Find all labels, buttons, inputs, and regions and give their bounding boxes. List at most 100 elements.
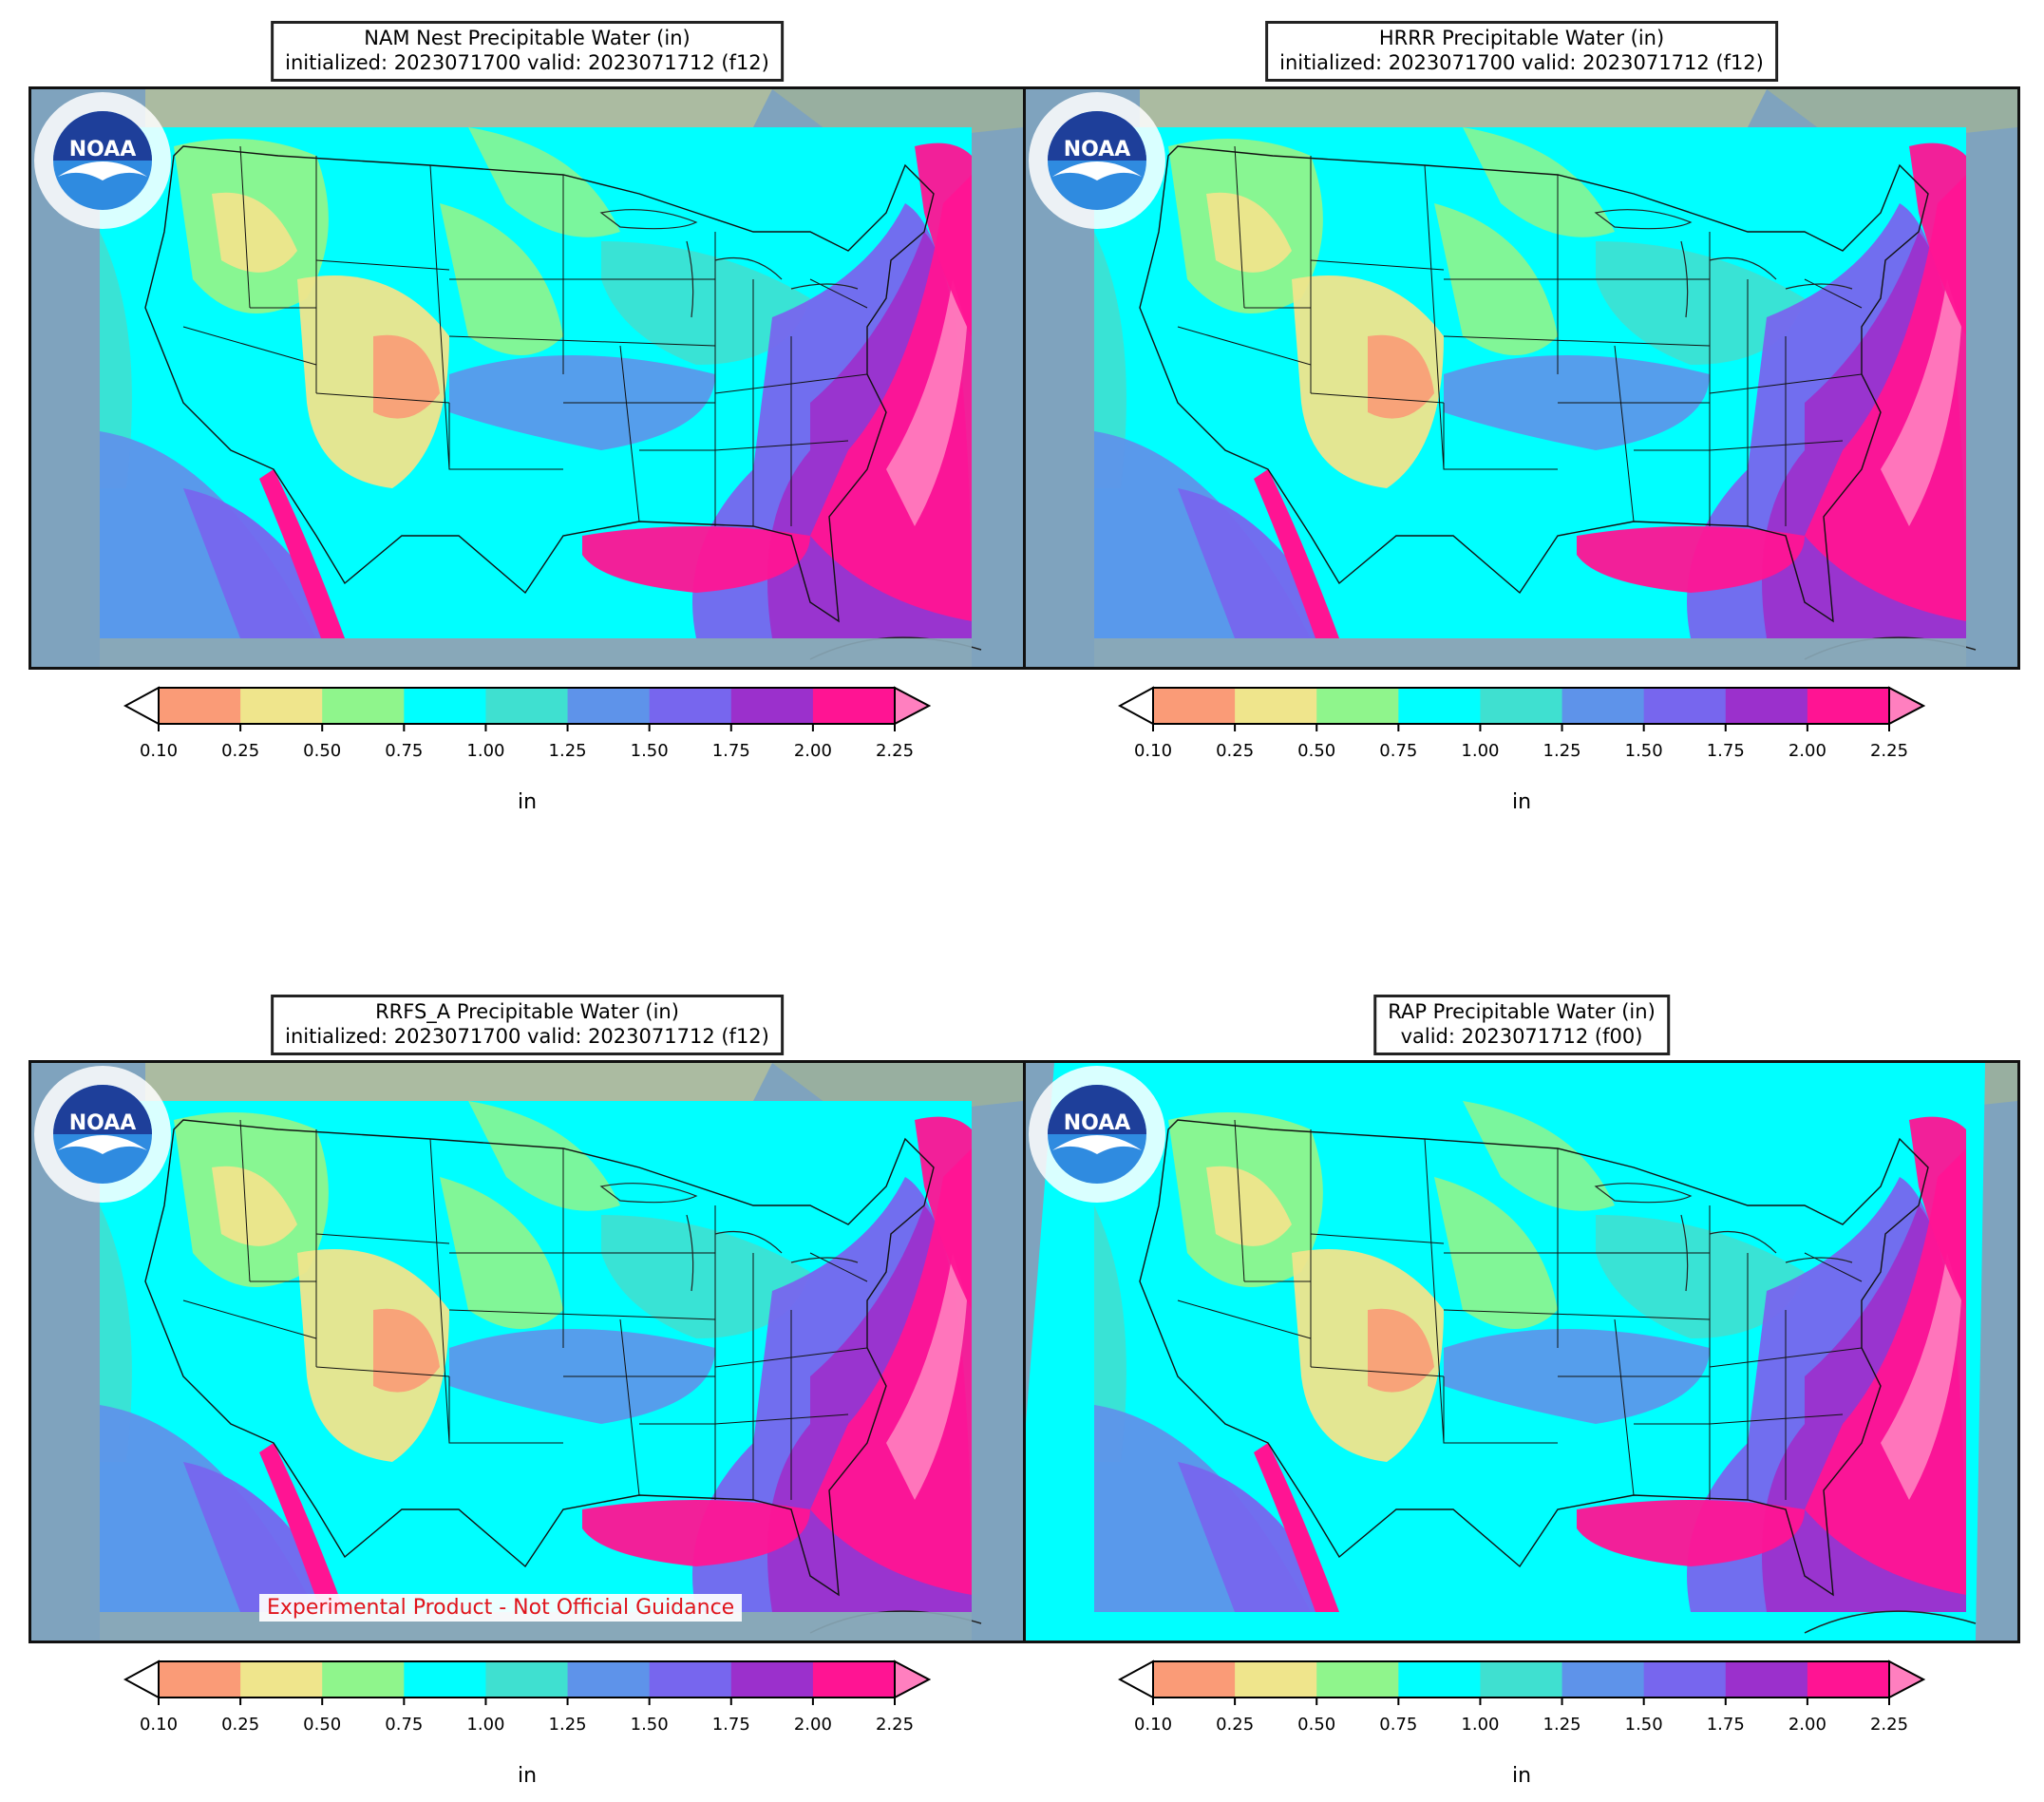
colorbar-tick-label: 0.50 [1297,1715,1335,1735]
noaa-logo-icon: NOAA [1029,1066,1165,1203]
colorbar-segment [485,1661,569,1698]
colorbar-segment [1398,688,1481,724]
colorbar-segment [730,688,814,724]
colorbar-segment [1480,1661,1563,1698]
colorbar-tick-label: 1.00 [466,1715,504,1735]
colorbar-segment [649,688,732,724]
colorbar-tick-label: 1.50 [631,1715,669,1735]
map-panel-rrfs-a: RRFS_A Precipitable Water (in) initializ… [28,995,1026,1788]
colorbar-tick-label: 2.25 [1870,741,1908,761]
panel-title-line1: HRRR Precipitable Water (in) [1378,27,1665,49]
colorbar-segment [404,1661,486,1698]
colorbar-segment [1235,688,1317,724]
panel-title-line1: RAP Precipitable Water (in) [1388,1000,1656,1023]
colorbar-tick-label: 1.25 [549,741,587,761]
svg-text:NOAA: NOAA [69,138,137,161]
panel-title: HRRR Precipitable Water (in) initialized… [1265,21,1778,82]
panel-title-line1: NAM Nest Precipitable Water (in) [364,27,691,49]
colorbar-segment [1725,688,1808,724]
colorbar: 0.10 0.25 0.50 0.75 1.00 1.25 1.50 1.75 2.00 2.25… [1117,686,1926,814]
colorbar: 0.10 0.25 0.50 0.75 1.00 1.25 1.50 1.75 2.00 2.25… [123,1660,932,1788]
colorbar-tick-label: 0.75 [1379,741,1417,761]
colorbar-tick-label: 1.50 [1625,1715,1663,1735]
panel-title: RRFS_A Precipitable Water (in) initializ… [271,995,784,1055]
colorbar-tick-label: 0.25 [1216,1715,1254,1735]
colorbar-segment [1807,1661,1890,1698]
noaa-logo-icon: NOAA [1029,92,1165,229]
colorbar-tick-label: 0.75 [385,741,423,761]
colorbar-segment [1153,1661,1236,1698]
colorbar-tick-label: 2.25 [876,741,914,761]
colorbar-segment [1561,1661,1645,1698]
colorbar-segment [1153,688,1236,724]
colorbar-tick-label: 0.10 [1134,1715,1172,1735]
colorbar-scale: 0.10 0.25 0.50 0.75 1.00 1.25 1.50 1.75 2.00 2.25 [1117,686,1926,761]
colorbar-unit-label: in [517,1764,538,1788]
precipitable-water-map: NOAA [1023,1060,2020,1643]
colorbar-tick-label: 0.10 [140,741,178,761]
colorbar: 0.10 0.25 0.50 0.75 1.00 1.25 1.50 1.75 2.00 2.25… [123,686,932,814]
colorbar-segment [1480,688,1563,724]
map-canvas [31,89,1023,667]
colorbar-segment [322,1661,405,1698]
colorbar-segment [159,688,241,724]
map-panel-rap: RAP Precipitable Water (in) valid: 20230… [1023,995,2020,1788]
panel-title: RAP Precipitable Water (in) valid: 20230… [1373,995,1670,1055]
colorbar-unit-label: in [517,790,538,814]
map-canvas [1026,1063,2017,1641]
colorbar-tick-label: 1.00 [1461,1715,1499,1735]
colorbar-over-arrow [894,686,932,726]
colorbar-segment [322,688,405,724]
colorbar-tick-label: 0.75 [1379,1715,1417,1735]
colorbar-tick-label: 1.75 [712,741,750,761]
colorbar-over-arrow [894,1660,932,1699]
colorbar: 0.10 0.25 0.50 0.75 1.00 1.25 1.50 1.75 2.00 2.25… [1117,1660,1926,1788]
colorbar-segment [1725,1661,1808,1698]
colorbar-scale: 0.10 0.25 0.50 0.75 1.00 1.25 1.50 1.75 2.00 2.25 [1117,1660,1926,1735]
colorbar-scale: 0.10 0.25 0.50 0.75 1.00 1.25 1.50 1.75 2.00 2.25 [123,686,932,761]
colorbar-tick-label: 0.50 [1297,741,1335,761]
colorbar-tick-label: 1.75 [1707,1715,1745,1735]
colorbar-tick-label: 1.00 [1461,741,1499,761]
colorbar-tick-label: 1.50 [631,741,669,761]
colorbar-segment [730,1661,814,1698]
colorbar-segment [159,1661,241,1698]
colorbar-segment [1561,688,1645,724]
colorbar-under-arrow [123,686,160,726]
precipitable-water-map: NOAA Experimental Product - Not Official… [28,1060,1026,1643]
panel-title-line1: RRFS_A Precipitable Water (in) [375,1000,679,1023]
colorbar-tick-label: 1.00 [466,741,504,761]
colorbar-tick-label: 0.10 [1134,741,1172,761]
map-canvas [31,1063,1023,1641]
colorbar-tick-label: 0.10 [140,1715,178,1735]
colorbar-tick-label: 2.00 [794,1715,832,1735]
map-panel-hrrr: HRRR Precipitable Water (in) initialized… [1023,21,2020,814]
colorbar-tick-label: 2.00 [1788,1715,1826,1735]
colorbar-tick-label: 0.75 [385,1715,423,1735]
colorbar-segment [1643,688,1727,724]
precipitable-water-map: NOAA [28,86,1026,670]
colorbar-segment [567,1661,651,1698]
colorbar-tick-label: 2.00 [794,741,832,761]
colorbar-unit-label: in [1511,1764,1532,1788]
colorbar-segment [1807,688,1890,724]
colorbar-segment [812,1661,896,1698]
panel-title-line2: initialized: 2023071700 valid: 202307171… [1279,51,1764,74]
precipitable-water-map: NOAA [1023,86,2020,670]
colorbar-segment [1643,1661,1727,1698]
colorbar-over-arrow [1888,686,1926,726]
colorbar-segment [485,688,569,724]
colorbar-tick-label: 1.75 [1707,741,1745,761]
colorbar-segment [812,688,896,724]
colorbar-tick-label: 1.25 [1543,741,1581,761]
panel-title-line2: valid: 2023071712 (f00) [1400,1025,1643,1048]
colorbar-segment [649,1661,732,1698]
colorbar-tick-label: 2.25 [876,1715,914,1735]
map-canvas [1026,89,2017,667]
colorbar-under-arrow [123,1660,160,1699]
colorbar-segment [567,688,651,724]
colorbar-unit-label: in [1511,790,1532,814]
colorbar-tick-label: 0.25 [1216,741,1254,761]
svg-text:NOAA: NOAA [1064,138,1131,161]
colorbar-tick-label: 2.25 [1870,1715,1908,1735]
